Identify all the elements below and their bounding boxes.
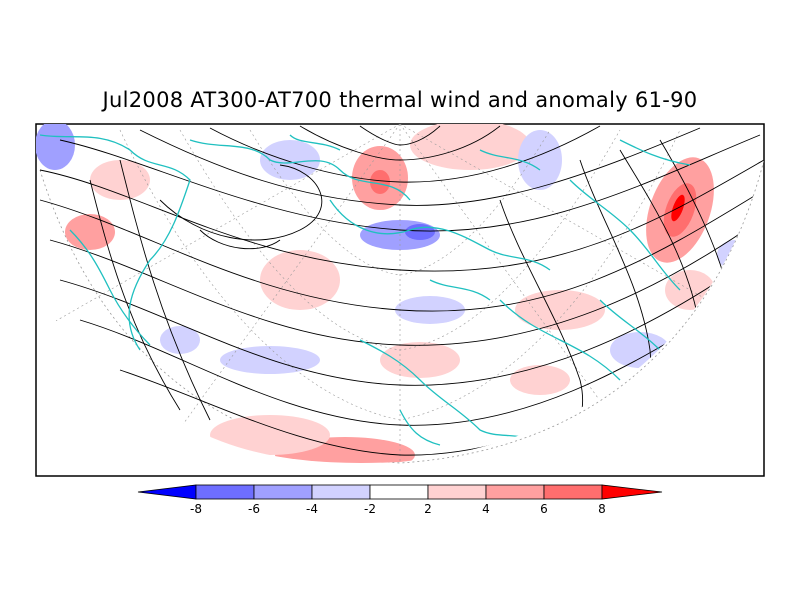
colorbar-swatch-4 [369,484,429,500]
colorbar-label: 8 [598,502,606,516]
colorbar-swatch-3 [311,484,371,500]
colorbar-label: -8 [190,502,202,516]
colorbar-label: 6 [540,502,548,516]
colorbar-label: -2 [364,502,376,516]
colorbar-label: -6 [248,502,260,516]
streamlines [39,125,764,463]
colorbar-label: 4 [482,502,490,516]
colorbar-swatch-1 [195,484,255,500]
colorbar-swatch-7 [543,484,603,500]
colorbar-swatch-2 [253,484,313,500]
projection-boundary [39,159,764,464]
colorbar: -8 -6 -4 -2 2 4 6 8 [137,484,663,516]
map-title: Jul2008 AT300-AT700 thermal wind and ano… [102,88,698,112]
colorbar-label: 2 [424,502,432,516]
colorbar-triangle-low [137,484,197,500]
coastlines [39,134,691,446]
colorbar-label: -4 [306,502,318,516]
colorbar-triangle-high [601,484,663,500]
colorbar-swatch-5 [427,484,487,500]
colorbar-swatch-6 [485,484,545,500]
